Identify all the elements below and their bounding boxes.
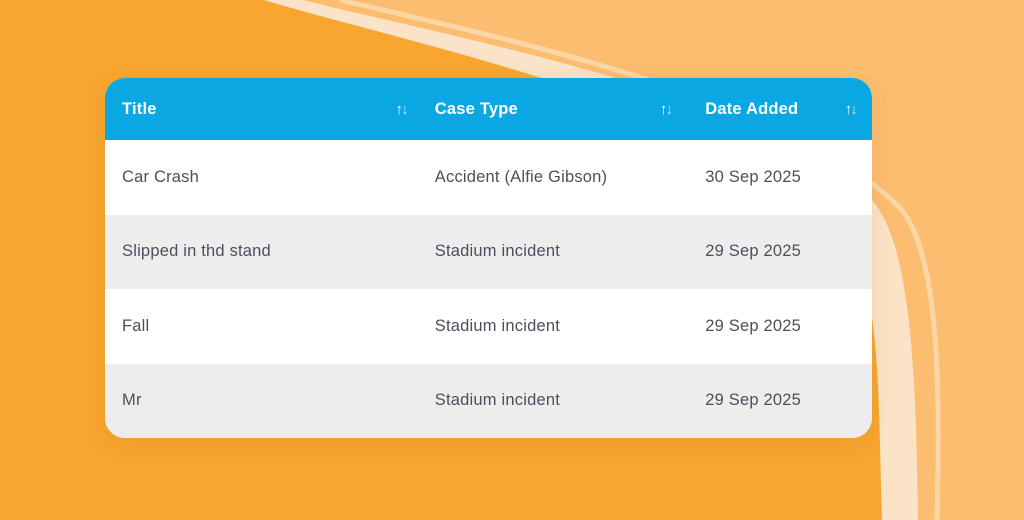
column-header-date-added[interactable]: Date Added ↑↓	[703, 78, 872, 140]
cell-date-added: 29 Sep 2025	[705, 242, 802, 261]
cell-title: Car Crash	[122, 167, 199, 186]
cell-case-type: Accident (Alfie Gibson)	[434, 167, 608, 186]
table-row[interactable]: Slipped in thd stand Stadium incident 29…	[105, 214, 872, 289]
column-header-title[interactable]: Title ↑↓	[105, 78, 435, 140]
column-header-case-type-label: Case Type	[434, 99, 518, 118]
cell-date-added: 30 Sep 2025	[705, 167, 802, 186]
sort-icon[interactable]: ↑↓	[395, 100, 409, 118]
table-row[interactable]: Mr Stadium incident 29 Sep 2025	[105, 363, 872, 438]
cell-title: Fall	[122, 316, 150, 335]
table-body: Car Crash Accident (Alfie Gibson) 30 Sep…	[105, 140, 872, 438]
column-header-case-type[interactable]: Case Type ↑↓	[435, 78, 703, 140]
cell-case-type: Stadium incident	[434, 316, 560, 335]
column-header-date-added-label: Date Added	[705, 99, 799, 118]
table-row[interactable]: Fall Stadium incident 29 Sep 2025	[105, 289, 872, 364]
cell-title: Slipped in thd stand	[122, 242, 271, 261]
cell-date-added: 29 Sep 2025	[705, 391, 802, 410]
table-header-row: Title ↑↓ Case Type ↑↓ Date Added ↑↓	[105, 78, 872, 140]
table-row[interactable]: Car Crash Accident (Alfie Gibson) 30 Sep…	[105, 140, 872, 215]
sort-icon[interactable]: ↑↓	[659, 100, 674, 118]
cell-case-type: Stadium incident	[434, 242, 560, 261]
cell-date-added: 29 Sep 2025	[705, 316, 802, 335]
cases-table-card: Title ↑↓ Case Type ↑↓ Date Added ↑↓ Car …	[105, 78, 872, 438]
sort-icon[interactable]: ↑↓	[844, 100, 858, 118]
cell-title: Mr	[122, 391, 142, 410]
cell-case-type: Stadium incident	[434, 391, 560, 410]
column-header-title-label: Title	[122, 99, 157, 118]
